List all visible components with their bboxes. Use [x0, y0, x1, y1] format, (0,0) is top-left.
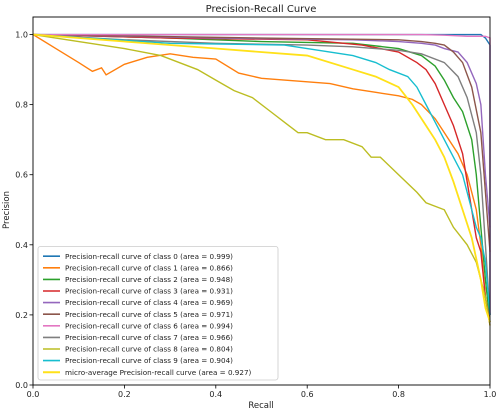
legend-entry: Precision-recall curve of class 2 (area … [65, 275, 233, 284]
y-tick-label: 0.6 [15, 171, 28, 180]
legend-entry: Precision-recall curve of class 1 (area … [65, 263, 233, 272]
legend-entry: Precision-recall curve of class 9 (area … [65, 356, 233, 365]
legend-entry: Precision-recall curve of class 3 (area … [65, 287, 233, 296]
chart-title: Precision-Recall Curve [206, 4, 317, 15]
legend-entry: Precision-recall curve of class 8 (area … [65, 345, 233, 354]
legend-entry: Precision-recall curve of class 4 (area … [65, 298, 233, 307]
x-tick-label: 0.8 [392, 390, 405, 399]
y-tick-label: 1.0 [15, 31, 28, 40]
legend-entry: Precision-recall curve of class 5 (area … [65, 310, 233, 319]
legend-entry: Precision-recall curve of class 6 (area … [65, 321, 233, 330]
series-line-9 [32, 33, 491, 315]
series-layer [32, 33, 491, 326]
series-line-2 [32, 33, 491, 322]
legend-box [37, 245, 279, 381]
series-line-1 [32, 33, 491, 326]
x-tick-label: 0.2 [118, 390, 131, 399]
x-axis-label: Recall [248, 401, 273, 411]
series-line-5 [32, 33, 491, 252]
ticks-layer: 0.0 0.2 0.4 0.6 0.8 1.0 0.0 0.2 0.4 0.6 0.8 1.0 [15, 31, 496, 399]
x-tick-label: 0.6 [301, 390, 314, 399]
series-line-3 [32, 33, 491, 323]
x-tick-label: 0.0 [27, 390, 40, 399]
y-tick-label: 0.2 [15, 311, 28, 320]
x-tick-label: 0.4 [209, 390, 222, 399]
legend-entry: Precision-recall curve of class 7 (area … [65, 333, 233, 342]
legend-entry: Precision-recall curve of class 0 (area … [65, 252, 233, 261]
y-axis-label: Precision [2, 191, 12, 229]
series-line-10 [32, 33, 491, 323]
series-line-6 [33, 33, 491, 315]
y-tick-label: 0.8 [15, 101, 28, 110]
legend: Precision-recall curve of class 0 (area … [37, 245, 279, 381]
series-line-8 [32, 33, 491, 326]
y-tick-label: 0.0 [15, 381, 28, 390]
legend-entry: micro-average Precision-recall curve (ar… [65, 368, 252, 377]
x-tick-label: 1.0 [484, 390, 497, 399]
plot-frame [32, 16, 491, 386]
y-tick-label: 0.4 [15, 241, 28, 250]
